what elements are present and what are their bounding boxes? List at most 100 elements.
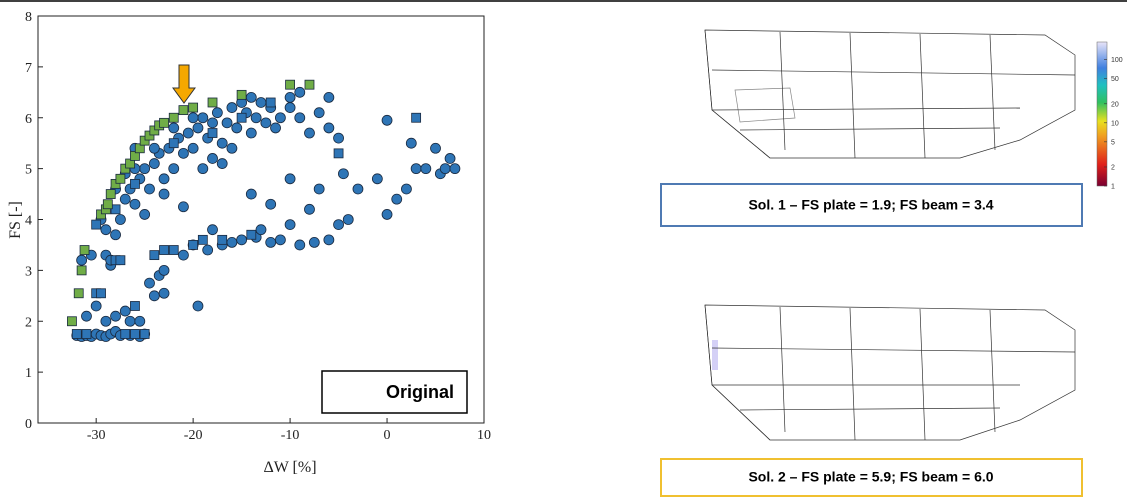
point bbox=[208, 118, 218, 128]
point bbox=[130, 179, 139, 188]
point bbox=[179, 106, 188, 115]
point bbox=[135, 316, 145, 326]
point bbox=[286, 80, 295, 89]
point bbox=[412, 113, 421, 122]
point bbox=[266, 237, 276, 247]
y-tick-label: 5 bbox=[25, 163, 32, 178]
point bbox=[208, 153, 218, 163]
point bbox=[227, 237, 237, 247]
point bbox=[198, 113, 208, 123]
point bbox=[324, 92, 334, 102]
y-tick-label: 4 bbox=[25, 214, 32, 229]
x-tick-label: -10 bbox=[281, 428, 300, 443]
point bbox=[111, 311, 121, 321]
point bbox=[160, 246, 169, 255]
point bbox=[227, 103, 237, 113]
point bbox=[101, 225, 111, 235]
point bbox=[193, 123, 203, 133]
point bbox=[246, 128, 256, 138]
point bbox=[188, 143, 198, 153]
point bbox=[382, 209, 392, 219]
point bbox=[193, 301, 203, 311]
y-tick-label: 6 bbox=[25, 112, 32, 127]
figure: -30-20-10010012345678ΔW [%]FS [-] Origin… bbox=[0, 0, 1127, 497]
point bbox=[237, 235, 247, 245]
annotation: Original bbox=[386, 382, 454, 402]
point bbox=[159, 189, 169, 199]
point bbox=[421, 164, 431, 174]
point bbox=[401, 184, 411, 194]
colorbar-tick-label: 50 bbox=[1111, 76, 1119, 83]
point bbox=[145, 278, 155, 288]
ship-model-2 bbox=[705, 305, 1075, 440]
colorbar-tick-label: 10 bbox=[1111, 120, 1119, 127]
y-tick-label: 3 bbox=[25, 264, 32, 279]
point bbox=[150, 251, 159, 260]
point bbox=[222, 118, 232, 128]
point bbox=[227, 143, 237, 153]
point bbox=[169, 164, 179, 174]
point bbox=[295, 113, 305, 123]
point bbox=[169, 113, 178, 122]
point bbox=[178, 202, 188, 212]
point bbox=[237, 90, 246, 99]
point bbox=[169, 139, 178, 148]
point bbox=[159, 288, 169, 298]
point bbox=[198, 164, 208, 174]
point bbox=[334, 149, 343, 158]
point bbox=[130, 199, 140, 209]
point bbox=[101, 316, 111, 326]
point bbox=[440, 164, 450, 174]
point bbox=[237, 113, 246, 122]
point bbox=[149, 159, 159, 169]
caption: Sol. 2 – FS plate = 5.9; FS beam = 6.0 bbox=[748, 469, 993, 485]
point bbox=[140, 329, 149, 338]
point bbox=[178, 250, 188, 260]
point bbox=[116, 174, 125, 183]
point bbox=[159, 265, 169, 275]
point bbox=[217, 138, 227, 148]
point bbox=[275, 113, 285, 123]
point bbox=[140, 164, 150, 174]
point bbox=[77, 266, 86, 275]
y-axis-label: FS [-] bbox=[7, 201, 24, 239]
colorbar-tick-label: 2 bbox=[1111, 164, 1115, 171]
point bbox=[169, 246, 178, 255]
point bbox=[74, 289, 83, 298]
point bbox=[295, 87, 305, 97]
point bbox=[232, 123, 242, 133]
point bbox=[106, 190, 115, 199]
point bbox=[160, 118, 169, 127]
point bbox=[149, 291, 159, 301]
point bbox=[314, 108, 324, 118]
point bbox=[203, 245, 213, 255]
point bbox=[246, 92, 256, 102]
point bbox=[324, 123, 334, 133]
x-tick-label: 10 bbox=[477, 428, 491, 443]
point bbox=[81, 311, 91, 321]
y-tick-label: 8 bbox=[25, 10, 32, 25]
point bbox=[208, 225, 218, 235]
point bbox=[92, 220, 101, 229]
point bbox=[256, 97, 266, 107]
point bbox=[189, 240, 198, 249]
point bbox=[314, 184, 324, 194]
point bbox=[77, 255, 87, 265]
point bbox=[246, 189, 256, 199]
colorbar-tick-label: 5 bbox=[1111, 139, 1115, 146]
point bbox=[343, 215, 353, 225]
point bbox=[334, 220, 344, 230]
point bbox=[266, 199, 276, 209]
point bbox=[251, 113, 261, 123]
point bbox=[208, 129, 217, 138]
point bbox=[247, 230, 256, 239]
point bbox=[82, 329, 91, 338]
point bbox=[445, 153, 455, 163]
colorbar-tick-label: 100 bbox=[1111, 57, 1123, 64]
point bbox=[145, 184, 155, 194]
point bbox=[334, 133, 344, 143]
point bbox=[72, 329, 81, 338]
point bbox=[130, 329, 139, 338]
point bbox=[212, 108, 222, 118]
point bbox=[103, 200, 112, 209]
